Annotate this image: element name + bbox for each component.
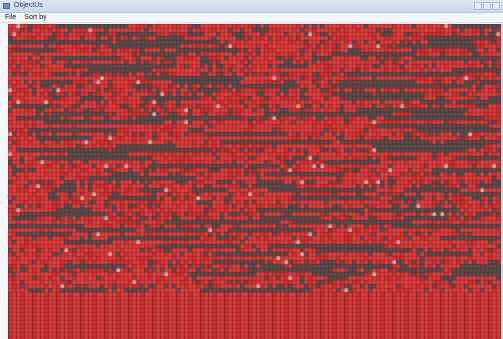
window-title: ObjectUs xyxy=(14,2,43,9)
title-bar[interactable]: ObjectUs xyxy=(0,0,503,13)
menu-file[interactable]: File xyxy=(5,14,17,21)
menu-sort-by[interactable]: Sort by xyxy=(24,14,47,21)
window-controls xyxy=(474,2,500,10)
left-margin xyxy=(0,23,8,339)
close-button[interactable] xyxy=(492,2,500,10)
object-grid-view[interactable] xyxy=(8,24,501,339)
menu-bar: File Sort by xyxy=(0,13,503,23)
maximize-button[interactable] xyxy=(483,2,491,10)
right-border xyxy=(501,23,503,339)
object-grid-canvas[interactable] xyxy=(8,24,501,339)
minimize-button[interactable] xyxy=(474,2,482,10)
app-icon xyxy=(3,3,10,9)
